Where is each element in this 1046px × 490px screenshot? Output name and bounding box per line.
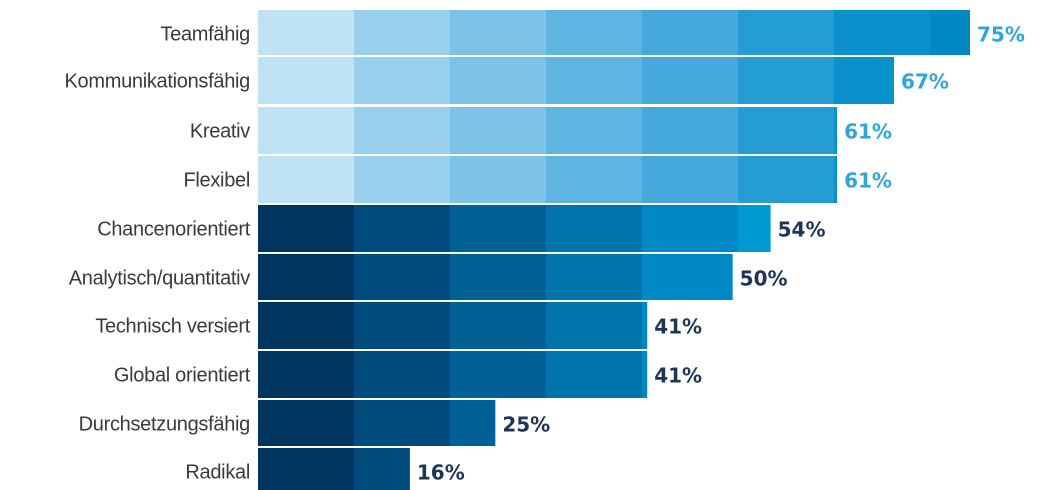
category-label: Teamfähig: [160, 24, 250, 46]
bar-segment: [738, 57, 835, 104]
bar-segment: [546, 205, 643, 252]
bar-segment: [258, 448, 355, 490]
bar-segment: [546, 107, 643, 154]
bar-segment: [450, 10, 547, 57]
bar-segment: [258, 351, 355, 398]
bar-segment: [546, 10, 643, 57]
bar-segment: [258, 205, 355, 252]
bar-2: [258, 57, 895, 104]
bar-segment: [258, 156, 355, 203]
bar-6: [258, 254, 733, 301]
bar-segment: [258, 10, 355, 57]
bar-4: [258, 156, 838, 203]
bar-segment: [642, 107, 739, 154]
bar-segment: [546, 302, 643, 349]
bar-segment: [354, 57, 451, 104]
bar-segment: [450, 351, 547, 398]
category-label: Kommunikationsfähig: [64, 71, 250, 93]
bar-segment: [354, 448, 410, 490]
category-label: Technisch versiert: [95, 316, 250, 338]
bar-segment: [354, 10, 451, 57]
category-label: Kreativ: [190, 121, 250, 143]
bar-segment: [450, 107, 547, 154]
bar-segment: [354, 254, 451, 301]
bar-segment: [738, 156, 835, 203]
bar-segment: [834, 10, 931, 57]
value-label: 54%: [778, 218, 826, 242]
bar-segment: [258, 107, 355, 154]
bar-segment: [546, 351, 643, 398]
bar-segment: [258, 57, 355, 104]
value-label: 41%: [654, 315, 702, 339]
bar-segment: [546, 156, 643, 203]
bar-segment: [258, 254, 355, 301]
value-label: 41%: [654, 364, 702, 388]
bar-segment: [930, 10, 970, 57]
category-label: Radikal: [185, 462, 250, 484]
bar-segment: [642, 254, 733, 301]
category-label: Global orientiert: [114, 365, 251, 387]
bar-segment: [354, 351, 451, 398]
bar-segment: [450, 156, 547, 203]
value-label: 25%: [502, 413, 550, 437]
bar-1: [258, 10, 970, 57]
bar-segment: [354, 107, 451, 154]
row-separator: [258, 446, 496, 448]
bar-segment: [738, 205, 771, 252]
bar-segment: [546, 57, 643, 104]
category-label: Durchsetzungsfähig: [79, 414, 250, 436]
bar-segment: [354, 400, 451, 447]
value-label: 67%: [901, 70, 949, 94]
value-label: 61%: [844, 120, 892, 144]
value-label: 50%: [740, 267, 788, 291]
bar-segment: [546, 254, 643, 301]
bar-9: [258, 400, 496, 447]
row-separator: [258, 203, 838, 205]
bar-segment: [642, 57, 739, 104]
row-separator: [258, 349, 648, 351]
value-label: 75%: [977, 23, 1025, 47]
row-separator: [258, 398, 648, 400]
bar-segment: [258, 302, 355, 349]
row-separator: [258, 300, 733, 302]
row-separator: [258, 105, 895, 107]
bar-segment: [354, 156, 451, 203]
bar-segment: [738, 107, 835, 154]
value-label: 61%: [844, 169, 892, 193]
category-label: Flexibel: [183, 170, 250, 192]
bar-segment: [642, 10, 739, 57]
bar-segment: [450, 205, 547, 252]
bar-segment: [642, 302, 648, 349]
bar-segment: [642, 351, 648, 398]
category-label: Chancenorientiert: [97, 219, 251, 241]
bar-segment: [834, 57, 895, 104]
bar-segment: [354, 302, 451, 349]
bar-segment: [450, 302, 547, 349]
bar-segment: [450, 254, 547, 301]
bar-5: [258, 205, 771, 252]
bar-segment: [642, 156, 739, 203]
bar-10: [258, 448, 410, 490]
row-separator: [258, 154, 838, 156]
category-label: Analytisch/quantitativ: [69, 268, 251, 290]
bar-3: [258, 107, 838, 154]
bar-segment: [258, 400, 355, 447]
bar-segment: [834, 107, 838, 154]
bar-7: [258, 302, 648, 349]
bar-segment: [450, 57, 547, 104]
value-label: 16%: [417, 461, 465, 485]
bar-segment: [738, 10, 835, 57]
row-separator: [258, 55, 970, 57]
bar-8: [258, 351, 648, 398]
bar-segment: [354, 205, 451, 252]
bar-segment: [642, 205, 739, 252]
bar-segment: [834, 156, 838, 203]
bar-segment: [450, 400, 496, 447]
row-separator: [258, 252, 771, 254]
